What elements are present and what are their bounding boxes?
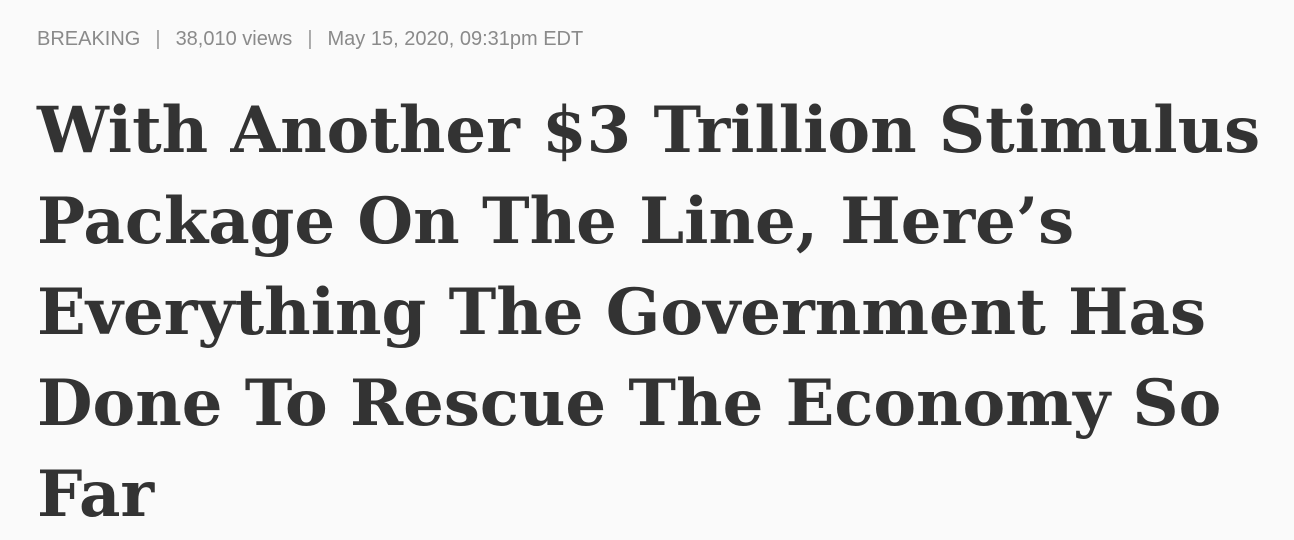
headline-line: Package On The Line, Here’s xyxy=(37,184,1075,259)
headline-line: Done To Rescue The Economy So xyxy=(37,366,1222,441)
article-headline: With Another $3 Trillion Stimulus Packag… xyxy=(37,85,1282,540)
headline-line: Everything The Government Has xyxy=(37,275,1206,350)
headline-line: With Another $3 Trillion Stimulus xyxy=(37,93,1261,168)
publish-timestamp: May 15, 2020, 09:31pm EDT xyxy=(327,27,584,50)
article-meta: BREAKING | 38,010 views | May 15, 2020, … xyxy=(37,26,583,52)
meta-separator: | xyxy=(155,27,161,50)
meta-separator: | xyxy=(307,27,313,50)
view-count: 38,010 views xyxy=(175,27,293,50)
headline-line: Far xyxy=(37,457,155,532)
category-label[interactable]: BREAKING xyxy=(37,27,141,50)
